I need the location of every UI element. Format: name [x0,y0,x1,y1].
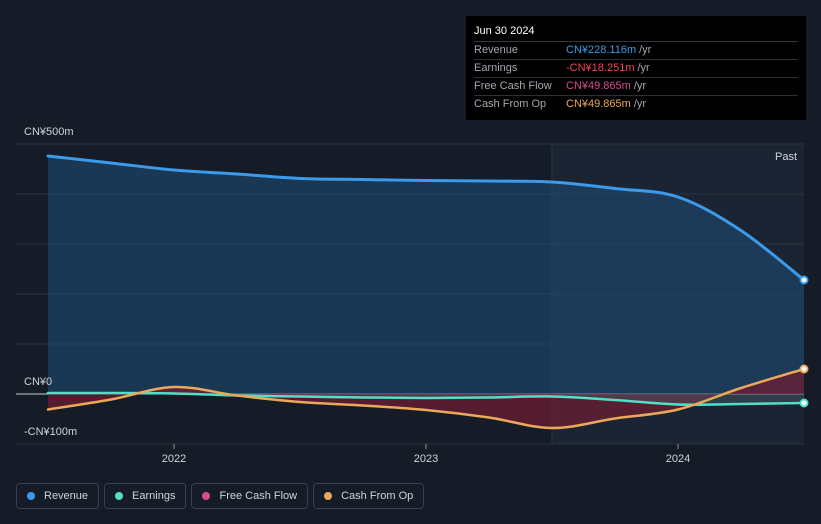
legend-label: Cash From Op [341,490,414,502]
revenue-end-marker [799,275,809,285]
legend-item-revenue[interactable]: Revenue [16,483,100,509]
tooltip: Jun 30 2024 Revenue CN¥228.116m/yr Earni… [466,16,806,120]
tooltip-unit: /yr [637,62,650,74]
legend-item-cash-from-op[interactable]: Cash From Op [313,483,425,509]
tooltip-value-text: CN¥228.116m [566,44,637,56]
legend: Revenue Earnings Free Cash Flow Cash Fro… [16,483,425,509]
tooltip-row-revenue: Revenue CN¥228.116m/yr [474,42,798,60]
tooltip-value: CN¥49.865m/yr [566,96,646,113]
tooltip-value: -CN¥18.251m/yr [566,60,650,77]
x-tick-label: 2024 [666,453,690,465]
tooltip-unit: /yr [633,98,647,110]
tooltip-unit: /yr [633,80,647,92]
x-tick-label: 2022 [162,453,186,465]
legend-dot-icon [324,492,333,500]
earnings-area [48,392,804,405]
legend-label: Earnings [132,490,176,502]
earnings-line [46,391,806,406]
tooltip-value: CN¥49.865m/yr [566,78,646,95]
legend-dot-icon [27,492,35,500]
tooltip-value: CN¥228.116m/yr [566,42,651,59]
tooltip-value-text: -CN¥18.251m [566,62,635,74]
y-tick-label: CN¥500m [24,126,74,138]
tooltip-row-cash-from-op: Cash From Op CN¥49.865m/yr [474,96,798,113]
past-label: Past [775,151,797,163]
tooltip-date: Jun 30 2024 [474,24,798,42]
legend-item-free-cash-flow[interactable]: Free Cash Flow [191,483,309,509]
revenue-line [46,154,806,282]
y-tick-label: CN¥0 [24,376,52,388]
legend-label: Revenue [44,490,89,502]
x-tick-label: 2023 [414,453,438,465]
cash-from-op-line [46,367,806,430]
cash-from-op-end-marker [799,364,809,374]
legend-dot-icon [202,492,211,500]
tooltip-label: Earnings [474,62,518,74]
y-tick-label: -CN¥100m [24,426,77,438]
tooltip-label: Revenue [474,44,519,56]
legend-label: Free Cash Flow [219,490,298,502]
earnings-end-marker [799,398,809,408]
tooltip-value-text: CN¥49.865m [566,80,631,92]
tooltip-label: Free Cash Flow [474,80,552,92]
revenue-area [48,156,804,394]
legend-dot-icon [115,492,124,500]
tooltip-unit: /yr [639,44,652,56]
tooltip-value-text: CN¥49.865m [566,98,631,110]
tooltip-label: Cash From Op [474,98,547,110]
tooltip-row-free-cash-flow: Free Cash Flow CN¥49.865m/yr [474,78,798,96]
tooltip-row-earnings: Earnings -CN¥18.251m/yr [474,60,798,78]
legend-item-earnings[interactable]: Earnings [104,483,187,509]
